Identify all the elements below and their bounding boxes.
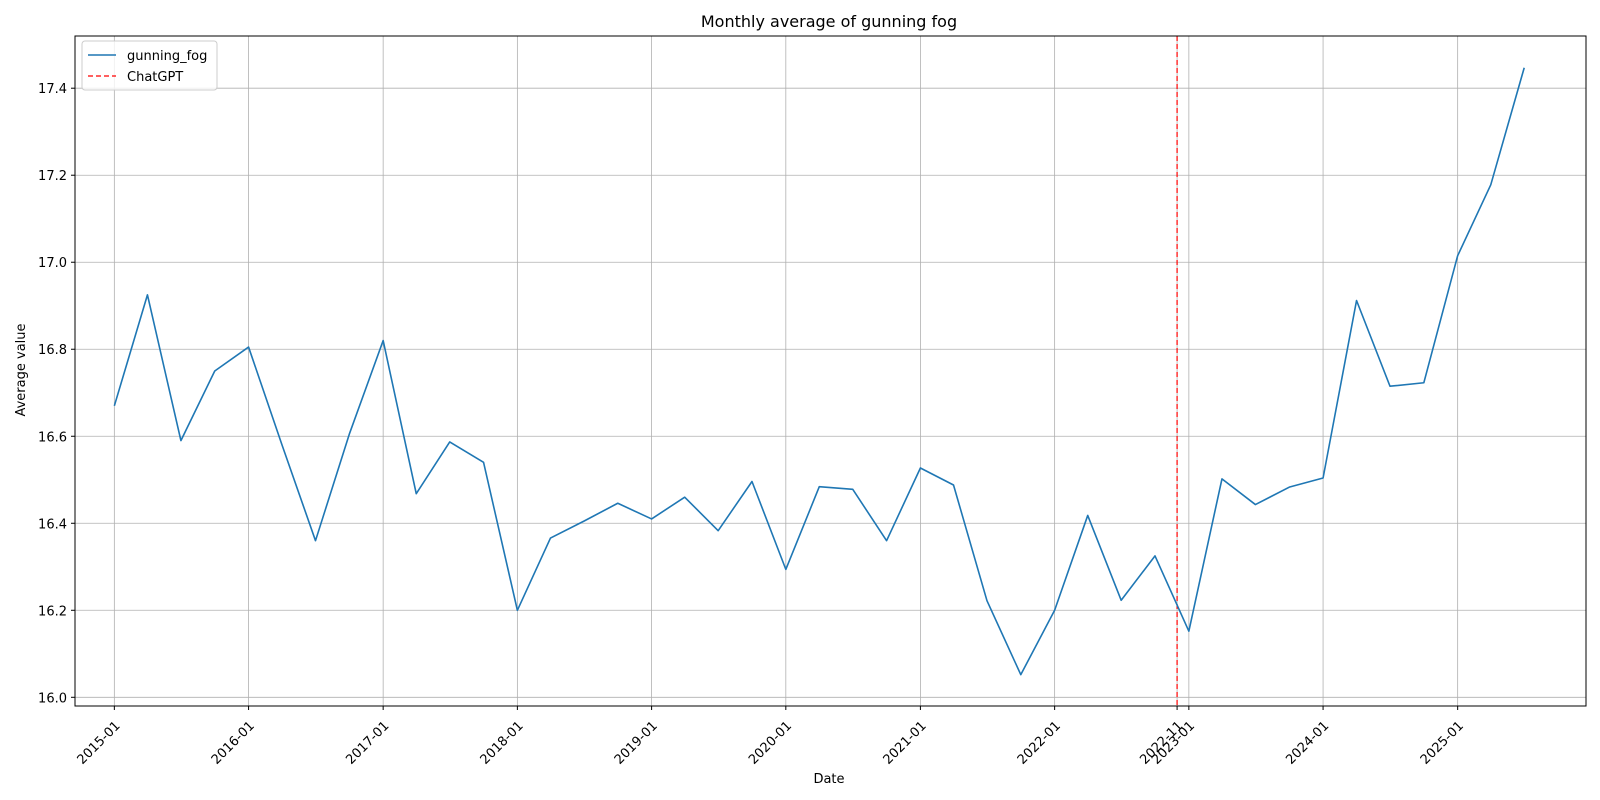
chart-title: Monthly average of gunning fog bbox=[701, 12, 957, 31]
x-axis-label: Date bbox=[813, 772, 844, 787]
y-tick-label: 16.4 bbox=[38, 517, 67, 532]
y-tick-label: 17.4 bbox=[38, 82, 67, 97]
series-lines bbox=[113, 67, 1525, 676]
legend-label-gunning-fog: gunning_fog bbox=[127, 49, 207, 64]
x-axis-ticks: 2015-01 2016-01 2017-01 2018-01 2019-01 2020-… bbox=[75, 706, 1467, 768]
y-tick-label: 17.0 bbox=[38, 256, 67, 271]
x-tick-label: 2019-01 bbox=[612, 719, 661, 768]
series-line-gunning-fog bbox=[113, 67, 1525, 676]
legend-box bbox=[81, 40, 218, 91]
x-tick-label: 2021-01 bbox=[881, 719, 930, 768]
legend-label-chatgpt: ChatGPT bbox=[127, 70, 183, 85]
x-tick-label: 2017-01 bbox=[343, 719, 392, 768]
x-tick-label: 2020-01 bbox=[746, 719, 795, 768]
y-axis-ticks: 16.0 16.2 16.4 16.6 16.8 17.0 17.2 17.4 bbox=[38, 82, 75, 706]
y-tick-label: 16.8 bbox=[38, 343, 67, 358]
plot-area-frame bbox=[74, 35, 1587, 707]
y-tick-label: 16.2 bbox=[38, 604, 67, 619]
x-tick-label: 2022-01 bbox=[1015, 719, 1064, 768]
y-tick-label: 16.0 bbox=[38, 691, 67, 706]
grid bbox=[75, 36, 1586, 706]
y-axis-label: Average value bbox=[14, 323, 29, 416]
x-tick-label: 2018-01 bbox=[478, 719, 527, 768]
legend: gunning_fog ChatGPT bbox=[81, 40, 218, 91]
y-tick-label: 17.2 bbox=[38, 169, 67, 184]
x-tick-label: 2015-01 bbox=[75, 719, 124, 768]
y-tick-label: 16.6 bbox=[38, 430, 67, 445]
x-tick-label: 2016-01 bbox=[209, 719, 258, 768]
x-tick-label: 2024-01 bbox=[1283, 719, 1332, 768]
x-tick-label: 2025-01 bbox=[1418, 719, 1467, 768]
